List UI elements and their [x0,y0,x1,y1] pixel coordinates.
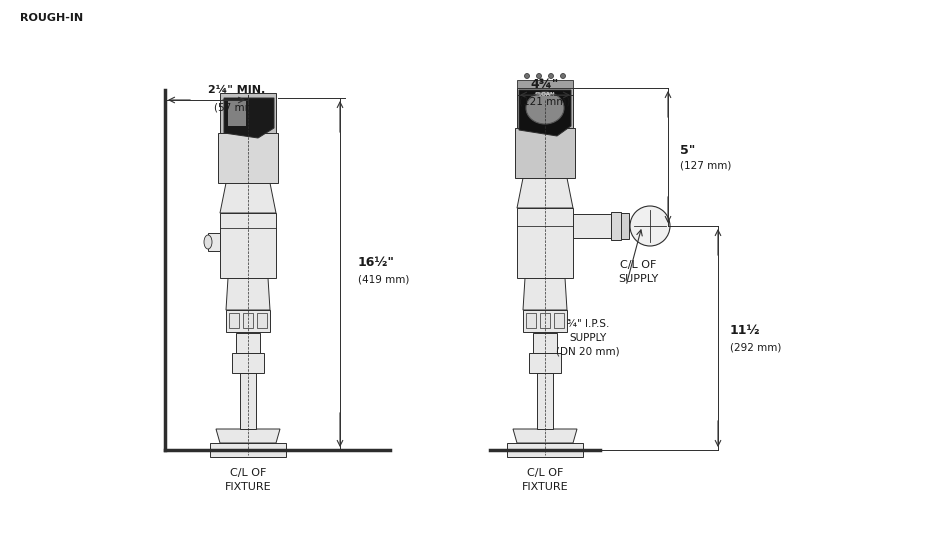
Text: C/L OF
FIXTURE: C/L OF FIXTURE [225,468,271,492]
Bar [573,214,611,238]
Polygon shape [224,98,274,138]
Circle shape [536,73,541,79]
Bar [537,373,553,429]
Bar [232,353,264,373]
Text: SLOAN: SLOAN [535,93,555,98]
Polygon shape [216,429,280,443]
Text: (127 mm): (127 mm) [680,161,732,171]
Circle shape [561,73,565,79]
Polygon shape [228,101,246,126]
Text: 2¼" MIN.: 2¼" MIN. [208,85,265,95]
Text: 5": 5" [680,143,696,156]
Bar [611,212,621,240]
Bar [533,333,557,353]
Text: (419 mm): (419 mm) [358,275,410,285]
Text: 4¾": 4¾" [531,79,560,92]
Polygon shape [218,133,278,183]
Bar [243,313,253,328]
Polygon shape [226,278,270,310]
Polygon shape [519,90,571,136]
Text: C/L OF
FIXTURE: C/L OF FIXTURE [522,468,568,492]
Bar [257,313,267,328]
Text: (292 mm): (292 mm) [730,342,782,352]
Bar [226,310,270,332]
Bar [220,93,276,133]
Text: 16½": 16½" [358,255,395,268]
Circle shape [549,73,553,79]
Bar [540,313,550,328]
Text: ROUGH-IN: ROUGH-IN [20,13,83,23]
Bar [210,443,286,457]
Bar [229,313,239,328]
Bar [236,333,260,353]
Polygon shape [523,278,567,310]
Bar [515,128,575,178]
Polygon shape [220,183,276,213]
Bar [554,313,564,328]
Text: (121 mm): (121 mm) [519,97,571,107]
Bar [240,373,256,429]
Polygon shape [513,429,577,443]
Polygon shape [517,178,573,208]
Bar [517,88,573,128]
Text: C/L OF
SUPPLY: C/L OF SUPPLY [618,260,658,284]
Bar [208,233,220,251]
Bar [220,213,276,278]
Ellipse shape [204,235,212,249]
Bar [517,80,573,88]
Ellipse shape [526,92,564,124]
Bar [517,208,573,278]
Circle shape [524,73,529,79]
Bar [621,213,629,239]
Bar [523,310,567,332]
Bar [529,353,561,373]
Bar [507,443,583,457]
Circle shape [630,206,670,246]
Bar [526,313,536,328]
Text: 11½: 11½ [730,324,760,337]
Text: (57 mm): (57 mm) [214,102,259,112]
Text: ¾" I.P.S.
SUPPLY
(DN 20 mm): ¾" I.P.S. SUPPLY (DN 20 mm) [556,319,620,357]
